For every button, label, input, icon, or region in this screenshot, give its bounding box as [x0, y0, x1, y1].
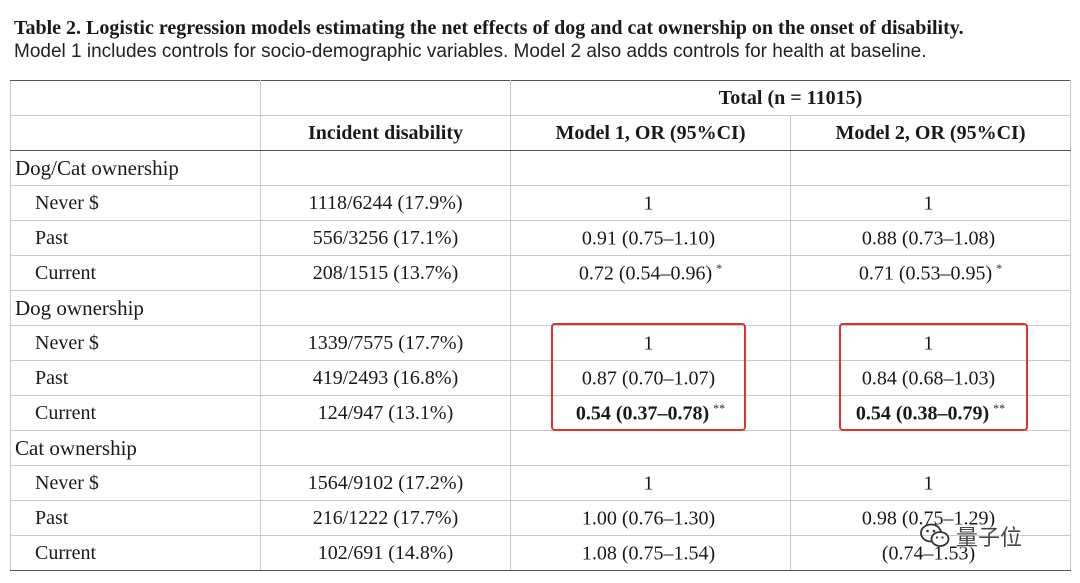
model-2-value: 0.84 (0.68–1.03) [790, 360, 1071, 396]
table-row: Never $ 1339/7575 (17.7%) 1 1 [10, 325, 1071, 361]
table-row: Current 124/947 (13.1%) 0.54 (0.37–0.78)… [10, 395, 1071, 431]
table-row: Past 216/1222 (17.7%) 1.00 (0.76–1.30) 0… [10, 500, 1071, 536]
model-2-value: 0.54 (0.38–0.79) ** [790, 395, 1071, 431]
model-1-value: 1.00 (0.76–1.30) [510, 500, 791, 536]
watermark-text: 量子位 [956, 526, 1023, 551]
group-label: Dog/Cat ownership [10, 150, 261, 186]
model-2-value: 0.88 (0.73–1.08) [790, 220, 1071, 256]
header-model-2: Model 2, OR (95%CI) [790, 115, 1071, 151]
model-2-value: 1 [790, 325, 1071, 361]
incident-value: 1118/6244 (17.9%) [260, 185, 511, 221]
model-2-value: 0.98 (0.75–1.29) [790, 500, 1071, 536]
row-label: Current [10, 395, 261, 431]
table-row: Never $ 1118/6244 (17.9%) 1 1 [10, 185, 1071, 221]
table-row: Current 208/1515 (13.7%) 0.72 (0.54–0.96… [10, 255, 1071, 291]
header-row-columns: Incident disability Model 1, OR (95%CI) … [10, 115, 1071, 151]
header-empty-cell [10, 80, 261, 116]
group-label: Dog ownership [10, 290, 261, 326]
group-row: Dog/Cat ownership [10, 150, 1071, 186]
model-1-value: 1 [510, 185, 791, 221]
row-label: Current [10, 255, 261, 291]
table-row: Past 419/2493 (16.8%) 0.87 (0.70–1.07) 0… [10, 360, 1071, 396]
header-row-span: Total (n = 11015) [10, 80, 1071, 116]
model-1-value: 0.72 (0.54–0.96) * [510, 255, 791, 291]
model-1-value: 0.54 (0.37–0.78) ** [510, 395, 791, 431]
incident-value: 124/947 (13.1%) [260, 395, 511, 431]
table-title: Table 2. Logistic regression models esti… [14, 17, 964, 39]
row-label: Never $ [10, 185, 261, 221]
watermark: 量子位 [920, 520, 1022, 552]
row-label: Past [10, 220, 261, 256]
row-label: Never $ [10, 465, 261, 501]
group-row: Cat ownership [10, 430, 1071, 466]
row-label: Never $ [10, 325, 261, 361]
incident-value: 556/3256 (17.1%) [260, 220, 511, 256]
group-row: Dog ownership [10, 290, 1071, 326]
incident-value: 208/1515 (13.7%) [260, 255, 511, 291]
wechat-icon [920, 523, 950, 549]
incident-value: 216/1222 (17.7%) [260, 500, 511, 536]
model-1-value: 1 [510, 465, 791, 501]
header-total-label: Total (n = 11015) [510, 80, 1071, 116]
incident-value: 1339/7575 (17.7%) [260, 325, 511, 361]
table-row: Past 556/3256 (17.1%) 0.91 (0.75–1.10) 0… [10, 220, 1071, 256]
row-label: Current [10, 535, 261, 571]
model-1-value: 0.87 (0.70–1.07) [510, 360, 791, 396]
incident-value: 1564/9102 (17.2%) [260, 465, 511, 501]
model-1-value: 1.08 (0.75–1.54) [510, 535, 791, 571]
header-model-1: Model 1, OR (95%CI) [510, 115, 791, 151]
header-incident-disability: Incident disability [260, 115, 511, 151]
incident-value: 102/691 (14.8%) [260, 535, 511, 571]
model-1-value: 0.91 (0.75–1.10) [510, 220, 791, 256]
table-row: Current 102/691 (14.8%) 1.08 (0.75–1.54)… [10, 535, 1071, 571]
table-row: Never $ 1564/9102 (17.2%) 1 1 [10, 465, 1071, 501]
results-table: Total (n = 11015) Incident disability Mo… [10, 80, 1071, 571]
model-1-value: 1 [510, 325, 791, 361]
model-2-value: 1 [790, 185, 1071, 221]
table-subtitle: Model 1 includes controls for socio-demo… [14, 41, 927, 62]
row-label: Past [10, 360, 261, 396]
header-empty-cell [260, 80, 511, 116]
table-caption: Table 2. Logistic regression models esti… [14, 16, 1074, 64]
row-label: Past [10, 500, 261, 536]
incident-value: 419/2493 (16.8%) [260, 360, 511, 396]
model-2-value: 0.71 (0.53–0.95) * [790, 255, 1071, 291]
model-2-value: 1 [790, 465, 1071, 501]
header-empty-cell [10, 115, 261, 151]
group-label: Cat ownership [10, 430, 261, 466]
